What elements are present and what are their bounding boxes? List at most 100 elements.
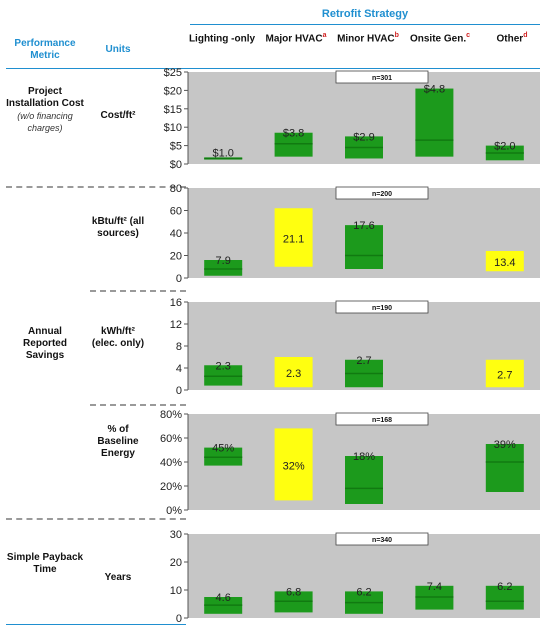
pct-chart: 0% 20% 40% 60% 80% n=168 45% 32% 18% 39%	[160, 409, 540, 516]
strategy-onsite-gen-header: Onsite Gen.c	[409, 32, 471, 45]
cost-unit-label: Cost/ft²	[100, 110, 136, 121]
cost-sample-size-label: n=301	[372, 75, 392, 82]
kwh-data-label: 2.7	[497, 370, 512, 382]
kbtu-data-label: 13.4	[494, 257, 515, 269]
strategy-other-header: Otherd	[496, 32, 528, 45]
cost-tick-label: $15	[164, 104, 182, 116]
kwh-chart: 0 4 8 12 16 n=190 2.3 2.3 2.7 2.7	[170, 297, 540, 396]
kwh-tick-label: 0	[176, 385, 182, 396]
kbtu-bar-lighting-only	[204, 260, 243, 276]
cost-tick-label: $25	[164, 67, 182, 79]
kwh-sample-size-label: n=190	[372, 305, 392, 312]
cost-data-label: $4.8	[424, 84, 445, 96]
cost-chart: $0 $5 $10 $15 $20 $25 n=301 $1.0 $3.8 $2.9 $4.8 $2.…	[164, 67, 540, 170]
kwh-bar-major-hvac	[274, 357, 313, 388]
row-divider	[6, 186, 186, 188]
kwh-data-label: 2.3	[286, 368, 301, 380]
payback-data-label: 6.2	[356, 586, 371, 598]
payback-sample-size-label: n=340	[372, 537, 392, 544]
kbtu-unit-label: kBtu/ft² (all sources)	[91, 216, 145, 239]
pct-data-label: 18%	[353, 451, 375, 463]
kwh-data-label: 2.7	[356, 355, 371, 367]
kwh-tick-label: 4	[176, 363, 182, 375]
cost-bar-onsite-gen-	[415, 88, 454, 157]
pct-data-label: 39%	[494, 439, 516, 451]
kwh-bar-lighting-only	[204, 365, 243, 386]
pct-sample-size-box	[335, 412, 429, 426]
kbtu-bar-major-hvac	[274, 208, 313, 267]
payback-bar-other	[485, 585, 524, 610]
payback-data-label: 7.4	[427, 581, 442, 593]
pct-data-label: 32%	[283, 460, 305, 472]
payback-tick-label: 10	[170, 585, 182, 597]
kwh-chart-panel: 0 4 8 12 16 n=190 2.3 2.3 2.7 2.7	[152, 294, 544, 396]
kbtu-sample-size-box	[335, 186, 429, 200]
kwh-sample-size-box	[335, 300, 429, 314]
kbtu-tick-label: 60	[170, 206, 182, 218]
pct-unit-label: % of Baseline Energy	[97, 424, 139, 459]
row-divider	[90, 290, 186, 292]
kwh-unit-label: kWh/ft² (elec. only)	[91, 326, 145, 349]
units-column-header: Units	[105, 44, 131, 55]
kwh-data-label: 2.3	[216, 360, 231, 372]
pct-bar-minor-hvac	[345, 456, 383, 504]
payback-sample-size-box	[335, 532, 429, 546]
cost-data-label: $3.8	[283, 128, 304, 140]
cost-metric-note: (w/o financing charges)	[17, 111, 73, 133]
cost-bar-major-hvac	[274, 132, 313, 157]
cost-data-label: $2.9	[353, 131, 374, 143]
savings-metric-label: Annual Reported Savings	[23, 326, 67, 361]
row-divider	[90, 404, 186, 406]
pct-tick-label: 60%	[160, 433, 182, 445]
pct-sample-size-label: n=168	[372, 417, 392, 424]
kbtu-tick-label: 20	[170, 251, 182, 263]
payback-unit-label: Years	[104, 572, 132, 583]
kbtu-bar-minor-hvac	[345, 225, 383, 269]
kbtu-tick-label: 80	[170, 183, 182, 195]
pct-tick-label: 20%	[160, 481, 182, 493]
cost-chart-panel: $0 $5 $10 $15 $20 $25 n=301 $1.0 $3.8 $2.9 $4.8 $2.…	[152, 64, 544, 170]
cost-tick-label: $10	[164, 122, 182, 134]
payback-tick-label: 0	[176, 613, 182, 624]
strategy-major-hvac-header: Major HVACa	[265, 32, 327, 45]
kbtu-data-label: 17.6	[353, 220, 374, 232]
kwh-bar-other	[485, 359, 524, 388]
kbtu-chart: 0 20 40 60 80 n=200 7.9 21.1 17.6 13.4	[170, 183, 540, 284]
payback-data-label: 6.8	[286, 586, 301, 598]
payback-chart-panel: 0 10 20 30 n=340 4.6 6.8 6.2 7.4 6.2	[152, 526, 544, 624]
kbtu-data-label: 21.1	[283, 234, 304, 246]
pct-bar-other	[485, 444, 524, 492]
payback-chart: 0 10 20 30 n=340 4.6 6.8 6.2 7.4 6.2	[170, 529, 540, 624]
cost-sample-size-box	[335, 70, 429, 84]
kbtu-data-label: 7.9	[216, 255, 231, 267]
kwh-tick-label: 8	[176, 341, 182, 353]
column-header-rule	[6, 68, 540, 69]
cost-data-label: $1.0	[212, 147, 233, 159]
payback-tick-label: 30	[170, 529, 182, 541]
strategy-lighting-header: Lighting -only	[188, 33, 256, 45]
kbtu-chart-panel: 0 20 40 60 80 n=200 7.9 21.1 17.6 13.4	[152, 180, 544, 284]
row-divider	[6, 518, 186, 520]
kbtu-sample-size-label: n=200	[372, 191, 392, 198]
kwh-tick-label: 16	[170, 297, 182, 309]
strategy-minor-hvac-header: Minor HVACb	[337, 32, 399, 45]
pct-bar-major-hvac	[274, 428, 313, 501]
pct-tick-label: 0%	[166, 505, 182, 516]
pct-tick-label: 80%	[160, 409, 182, 421]
strategy-group-title: Retrofit Strategy	[321, 8, 409, 20]
cost-tick-label: $5	[170, 141, 182, 153]
cost-tick-label: $20	[164, 85, 182, 97]
payback-data-label: 6.2	[497, 581, 512, 593]
payback-data-label: 4.6	[216, 592, 231, 604]
kbtu-bar-other	[485, 251, 524, 272]
payback-tick-label: 20	[170, 557, 182, 569]
pct-chart-panel: 0% 20% 40% 60% 80% n=168 45% 32% 18% 39%	[152, 406, 544, 516]
payback-metric-label: Simple Payback Time	[6, 552, 84, 575]
metric-column-header: Performance Metric	[14, 38, 76, 61]
table-bottom-rule	[6, 624, 186, 625]
kbtu-tick-label: 0	[176, 273, 182, 284]
cost-tick-label: $0	[170, 159, 182, 170]
pct-data-label: 45%	[212, 443, 234, 455]
cost-metric-label: Project Installation Cost (w/o financing …	[6, 86, 84, 133]
cost-data-label: $2.0	[494, 141, 515, 153]
